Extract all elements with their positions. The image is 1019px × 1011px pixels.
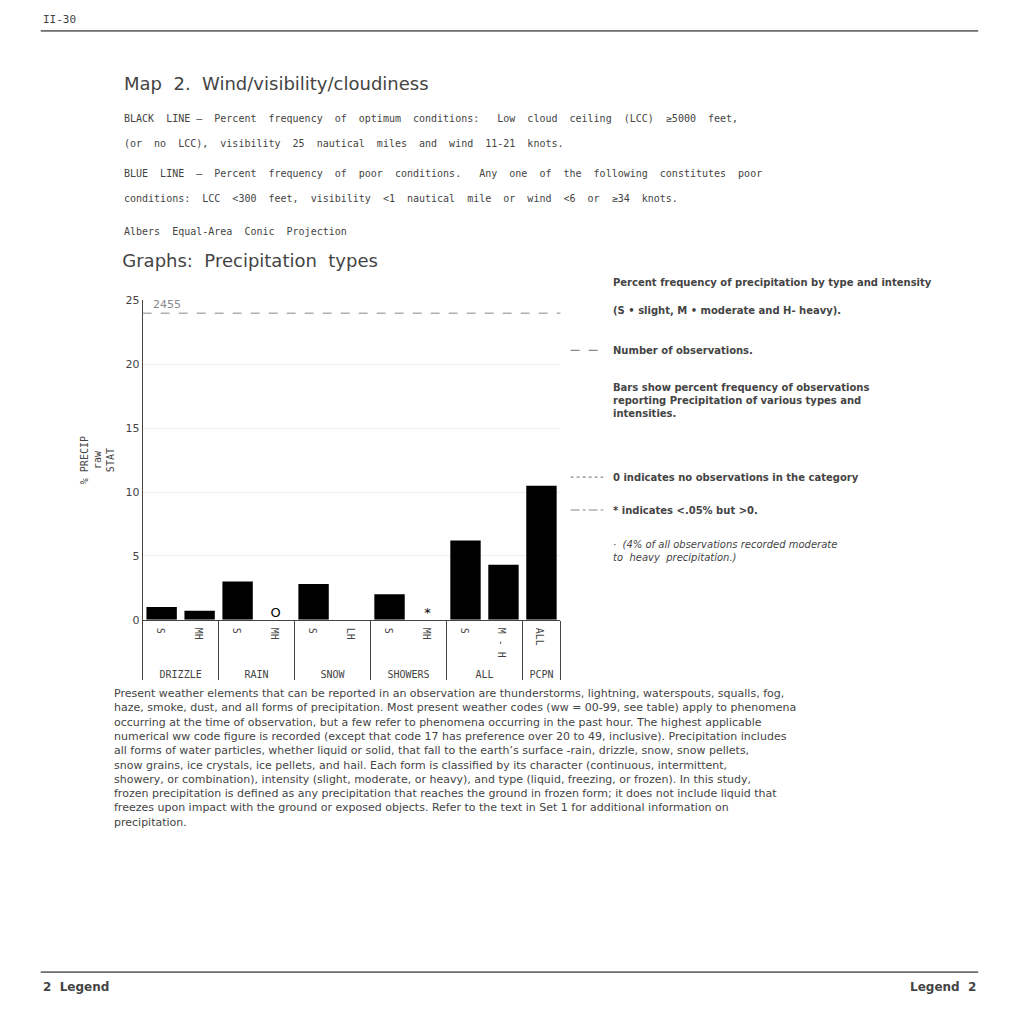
svg-text:PCPN: PCPN (529, 669, 553, 680)
svg-text:Bars show percent frequency of: Bars show percent frequency of observati… (613, 382, 869, 419)
svg-text:25: 25 (125, 294, 139, 307)
svg-text:S: S (231, 628, 242, 634)
svg-text:S: S (155, 628, 166, 634)
svg-text:Percent frequency of precipita: Percent frequency of precipitation by ty… (613, 277, 932, 288)
svg-text:S: S (307, 628, 318, 634)
svg-text:DRIZZLE: DRIZZLE (160, 669, 202, 680)
svg-text:20: 20 (125, 358, 139, 371)
svg-text:0 indicates no observations in: 0 indicates no observations in the categ… (613, 472, 859, 483)
svg-text:O: O (270, 605, 280, 620)
svg-text:Albers Equal-Area Conic Pro: Albers Equal-Area Conic Projection (124, 226, 347, 237)
svg-text:S: S (459, 628, 470, 634)
svg-text:Number of observations.: Number of observations. (613, 345, 753, 356)
svg-text:0: 0 (132, 614, 139, 627)
svg-text:2455: 2455 (153, 298, 181, 311)
svg-text:5: 5 (132, 550, 139, 563)
svg-text:S: S (383, 628, 394, 634)
svg-text:ALL: ALL (475, 669, 493, 680)
svg-text:Present weather elements that: Present weather elements that can be rep… (114, 687, 796, 829)
svg-text:Legend 2: Legend 2 (910, 980, 976, 994)
svg-text:10: 10 (125, 486, 139, 499)
svg-text:BLUE LINE — Percent freque: BLUE LINE — Percent frequency of poor co… (124, 168, 762, 179)
svg-text:(S • slight, M • moderate and: (S • slight, M • moderate and H- heavy). (613, 305, 841, 316)
svg-text:MH: MH (421, 628, 432, 640)
svg-text:15: 15 (125, 422, 139, 435)
svg-text:2 Legend: 2 Legend (43, 980, 109, 994)
svg-text:MH: MH (269, 628, 280, 640)
svg-text:Map 2. Wind/visibility/cloud: Map 2. Wind/visibility/cloudiness (124, 73, 429, 94)
svg-text:MH: MH (193, 628, 204, 640)
svg-text:Graphs: Precipitation types: Graphs: Precipitation types (122, 250, 378, 271)
svg-text:SHOWERS: SHOWERS (387, 669, 429, 680)
svg-text:SNOW: SNOW (321, 669, 346, 680)
svg-text:II-30: II-30 (43, 13, 76, 26)
svg-text:*: * (424, 605, 431, 620)
svg-text:M - H: M - H (496, 628, 507, 658)
svg-text:(or no LCC), visibility 25: (or no LCC), visibility 25 nautical mile… (124, 138, 564, 149)
svg-text:RAIN: RAIN (245, 669, 269, 680)
svg-text:ALL: ALL (534, 628, 545, 646)
svg-text:* indicates <.05% but >0.: * indicates <.05% but >0. (613, 505, 758, 516)
svg-text:· (4% of all observations rec: · (4% of all observations recorded moder… (613, 539, 837, 563)
svg-text:% PRECIPrawSTAT: % PRECIPrawSTAT (79, 436, 116, 484)
svg-text:BLACK LINE — Percent freque: BLACK LINE — Percent frequency of optimu… (124, 113, 738, 124)
svg-text:conditions: LCC <300 feet,: conditions: LCC <300 feet, visibility <1… (124, 193, 678, 204)
svg-text:LH: LH (345, 628, 356, 640)
